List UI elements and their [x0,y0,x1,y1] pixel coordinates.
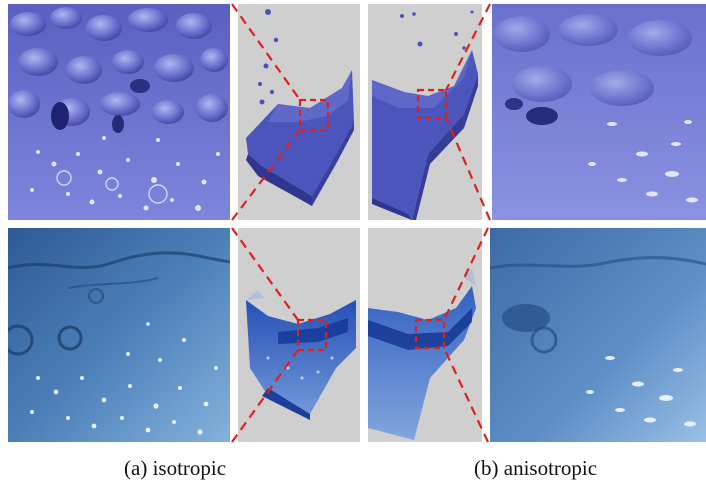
isotropic-volume-zoom-panel [8,228,230,442]
caption-anisotropic: (b) anisotropic [474,456,597,481]
anisotropic-surface-full-panel [368,4,482,220]
anisotropic-volume-zoom-panel [490,228,706,442]
caption-isotropic: (a) isotropic [124,456,226,481]
caption-text-a: isotropic [152,456,227,480]
anisotropic-volume-full-panel [368,228,482,442]
isotropic-surface-full-panel [238,4,360,220]
isotropic-surface-zoom-panel [8,4,230,220]
anisotropic-surface-zoom-panel [492,4,706,220]
isotropic-volume-full-panel [238,228,360,442]
caption-text-b: anisotropic [503,456,598,480]
caption-label-a: (a) [124,456,148,480]
caption-label-b: (b) [474,456,499,480]
